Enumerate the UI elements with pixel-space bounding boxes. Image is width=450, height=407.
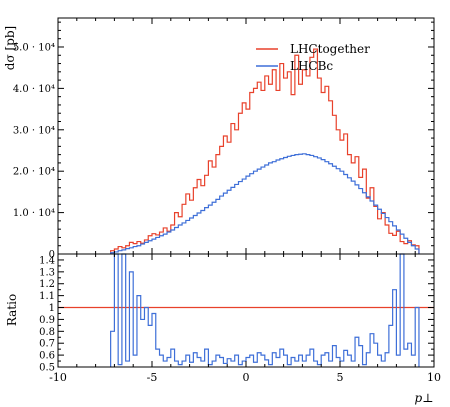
legend-entry-lhctogether: LHCtogether (256, 42, 370, 56)
main-y-tick-label: 2.0 · 10⁴ (13, 167, 55, 178)
ratio-panel: 0.50.60.70.80.911.11.21.31.4 -10 -5 0 5 10 R… (5, 253, 441, 405)
x-tick-label: 0 (243, 371, 250, 384)
legend-label-lhcbc: LHCBc (290, 59, 333, 73)
ratio-y-tick-label: 1.1 (39, 291, 55, 302)
main-series-group (110, 48, 420, 254)
legend-entry-lhcbc: LHCBc (256, 59, 333, 73)
ratio-y-tick-label: 1.4 (39, 255, 55, 266)
ratio-series-line (110, 253, 420, 367)
x-axis-title: p⊥ (415, 391, 434, 405)
ratio-y-tick-label: 1.2 (39, 279, 55, 290)
ratio-y-ticks: 0.50.60.70.80.911.11.21.31.4 (39, 255, 434, 374)
ratio-y-tick-label: 1.3 (39, 267, 55, 278)
x-tick-label: -10 (49, 371, 67, 384)
main-y-tick-label: 0 (49, 250, 55, 261)
main-y-tick-label: 1.0 · 10⁴ (13, 208, 55, 219)
x-tick-label: 5 (337, 371, 344, 384)
ratio-series-group (58, 253, 434, 367)
legend-label-lhctogether: LHCtogether (290, 42, 370, 56)
main-y-tick-label: 3.0 · 10⁴ (13, 125, 55, 136)
main-y-axis-title: dσ [pb] (3, 26, 17, 70)
main-y-ticks: 0 1.0 · 10⁴ 2.0 · 10⁴ 3.0 · 10⁴ 4.0 · 10⁴ 5.0… (13, 21, 434, 261)
x-tick-label: 10 (427, 371, 441, 384)
series-line-lhctogether (110, 48, 420, 254)
ratio-y-tick-label: 0.7 (39, 339, 55, 350)
main-y-tick-label: 4.0 · 10⁴ (13, 84, 55, 95)
ratio-y-tick-label: 1 (49, 303, 55, 314)
ratio-y-tick-label: 0.8 (39, 327, 55, 338)
main-y-tick-label: 5.0 · 10⁴ (13, 42, 55, 53)
series-line-lhcbc (110, 153, 420, 254)
main-panel: 0 1.0 · 10⁴ 2.0 · 10⁴ 3.0 · 10⁴ 4.0 · 10⁴ 5.0… (3, 17, 435, 261)
ratio-y-axis-title: Ratio (5, 294, 19, 326)
ratio-x-ticks: -10 -5 0 5 10 (49, 254, 441, 384)
ratio-y-tick-label: 0.9 (39, 315, 55, 326)
ratio-y-tick-label: 0.5 (39, 363, 55, 374)
ratio-y-tick-label: 0.6 (39, 351, 55, 362)
x-tick-label: -5 (147, 371, 158, 384)
legend: LHCtogether LHCBc (256, 42, 370, 73)
